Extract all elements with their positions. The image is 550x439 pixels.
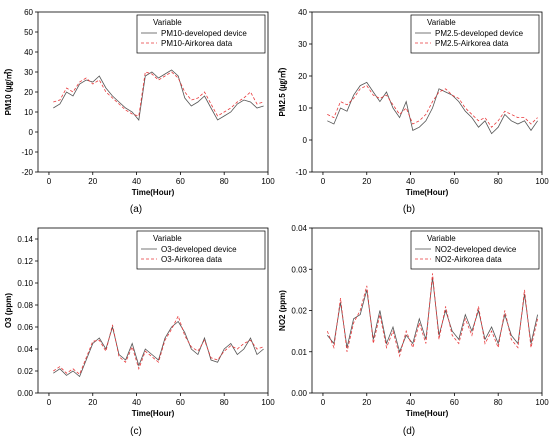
series-line-developed-device — [53, 320, 264, 378]
x-tick-label: 80 — [494, 177, 503, 186]
x-tick-label: 100 — [261, 398, 275, 407]
x-axis-title: Time(Hour) — [132, 188, 175, 197]
y-tick-label: 0.12 — [17, 257, 33, 266]
plot-frame — [37, 227, 269, 394]
x-tick-label: 100 — [261, 177, 275, 186]
legend-entry: PM2.5-Airkorea data — [435, 39, 509, 48]
y-tick-label: 0.02 — [291, 307, 307, 316]
y-tick-label: 20 — [298, 72, 307, 81]
x-axis-title: Time(Hour) — [406, 409, 449, 418]
legend-box — [136, 230, 266, 270]
legend-title: Variable — [427, 234, 456, 243]
legend-title: Variable — [153, 234, 182, 243]
x-tick-label: 60 — [450, 177, 459, 186]
y-tick-label: 0.03 — [291, 265, 307, 274]
x-tick-label: 100 — [535, 177, 549, 186]
legend-entry: NO2-developed device — [435, 245, 517, 254]
y-tick-label: 50 — [24, 28, 33, 37]
chart-panel-a: -20 -10 0 10 20 30 40 50 60 0 20 40 60 80 100 Time(Hour… — [3, 8, 275, 215]
x-tick-label: 40 — [406, 398, 415, 407]
x-tick-label: 0 — [47, 398, 52, 407]
legend-entry: PM10-Airkorea data — [161, 39, 233, 48]
y-axis-title: PM2.5 (㎍/㎥) — [277, 67, 288, 116]
y-tick-label: 0.00 — [17, 389, 33, 398]
x-tick-label: 20 — [362, 177, 371, 186]
y-tick-label: 0.00 — [291, 389, 307, 398]
x-tick-label: 20 — [362, 398, 371, 407]
x-tick-label: 40 — [132, 177, 141, 186]
legend: Variable NO2-developed deviceNO2-Airkorea… — [410, 230, 540, 270]
legend-box — [410, 14, 540, 54]
y-tick-label: 0.04 — [291, 224, 307, 233]
x-tick-label: 80 — [220, 398, 229, 407]
y-tick-label: 0.04 — [17, 345, 33, 354]
y-tick-label: 10 — [298, 104, 307, 113]
y-tick-label: 20 — [24, 88, 33, 97]
chart-panel-b: -10 0 10 20 30 40 0 20 40 60 80 100 Time(Hour) PM2.5 … — [277, 8, 549, 215]
legend-entry: PM2.5-developed device — [435, 29, 524, 38]
y-tick-label: 30 — [24, 68, 33, 77]
legend-box — [410, 230, 540, 270]
panel-label: (c) — [130, 426, 142, 437]
y-tick-label: 0.02 — [17, 367, 33, 376]
panel-label: (d) — [403, 426, 415, 437]
x-axis-title: Time(Hour) — [406, 188, 449, 197]
chart-panel-d: 0.00 0.01 0.02 0.03 0.04 0 20 40 60 80 100 Time(Hou… — [278, 224, 549, 437]
x-tick-label: 60 — [450, 398, 459, 407]
legend-entry: NO2-Airkorea data — [435, 255, 502, 264]
x-tick-label: 40 — [406, 177, 415, 186]
y-tick-label: 0.10 — [17, 279, 33, 288]
x-tick-label: 80 — [220, 177, 229, 186]
legend-title: Variable — [153, 18, 182, 27]
x-tick-label: 60 — [176, 398, 185, 407]
x-tick-label: 0 — [321, 398, 326, 407]
y-tick-label: 0.14 — [17, 235, 33, 244]
series-line-airkorea-data — [53, 71, 264, 117]
y-tick-label: 30 — [298, 40, 307, 49]
y-axis-title: O3 (ppm) — [4, 293, 13, 328]
legend-entry: PM10-developed device — [161, 29, 247, 38]
series-line-developed-device — [327, 81, 538, 135]
legend-entry: O3-developed device — [161, 245, 237, 254]
legend-title: Variable — [427, 18, 456, 27]
x-tick-label: 20 — [88, 398, 97, 407]
plot-frame — [311, 11, 543, 173]
y-axis-title: PM10 (㎍/㎥) — [3, 68, 14, 115]
y-tick-label: 0.06 — [17, 323, 33, 332]
x-tick-label: 60 — [176, 177, 185, 186]
x-tick-label: 0 — [321, 177, 326, 186]
series-line-developed-device — [53, 69, 264, 121]
y-tick-label: -10 — [295, 168, 307, 177]
y-tick-label: 0 — [29, 128, 34, 137]
legend-box — [136, 14, 266, 54]
y-tick-label: 10 — [24, 108, 33, 117]
y-tick-label: 0.08 — [17, 301, 33, 310]
x-tick-label: 40 — [132, 398, 141, 407]
y-tick-label: 0.01 — [291, 348, 307, 357]
x-tick-label: 20 — [88, 177, 97, 186]
legend: Variable PM2.5-developed devicePM2.5-Airk… — [410, 14, 540, 54]
panel-label: (a) — [130, 204, 142, 215]
x-axis-title: Time(Hour) — [132, 409, 175, 418]
y-tick-label: -10 — [21, 148, 33, 157]
x-tick-label: 80 — [494, 398, 503, 407]
chart-panel-c: 0.00 0.02 0.04 0.06 0.08 0.10 0.12 0.14 0 20 40 60 8… — [4, 227, 275, 437]
y-axis-title: NO2 (ppm) — [278, 290, 287, 331]
x-tick-label: 0 — [47, 177, 52, 186]
legend-entry: O3-Airkorea data — [161, 255, 222, 264]
y-tick-label: -20 — [21, 168, 33, 177]
x-tick-label: 100 — [535, 398, 549, 407]
y-tick-label: 40 — [298, 8, 307, 17]
series-line-airkorea-data — [53, 314, 264, 375]
y-tick-label: 0 — [303, 136, 308, 145]
panel-label: (b) — [403, 204, 415, 215]
y-tick-label: 60 — [24, 8, 33, 17]
series-line-airkorea-data — [326, 273, 538, 358]
y-tick-label: 40 — [24, 48, 33, 57]
legend: Variable PM10-developed devicePM10-Airkor… — [136, 14, 266, 54]
series-line-airkorea-data — [327, 85, 538, 128]
